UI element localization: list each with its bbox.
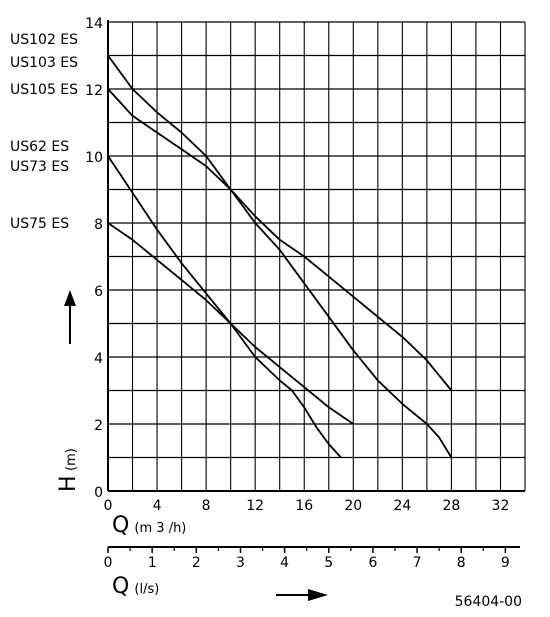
up-arrow-head [64, 290, 76, 306]
x2-tick-label: 1 [148, 555, 157, 571]
x2-tick-label: 7 [413, 555, 422, 571]
legend-label: US73 ES [10, 159, 69, 175]
x-tick-label: 28 [442, 498, 460, 514]
x-tick-label: 16 [295, 498, 313, 514]
x-axis-title-main: Q [112, 513, 129, 538]
legend-label: US102 ES [10, 32, 78, 48]
curve-layer [107, 54, 453, 459]
x2-tick-label: 3 [236, 555, 245, 571]
x2-axis-title: Q (l/s) [112, 574, 159, 599]
performance-curve-2 [107, 88, 453, 392]
performance-curve-3 [107, 155, 342, 459]
x-axis-title-unit: (m 3 /h) [134, 521, 186, 536]
x2-tick-label: 5 [324, 555, 333, 571]
x2-axis-title-unit: (l/s) [134, 582, 159, 597]
y-tick-label: 8 [94, 217, 103, 233]
x2-axis-title-main: Q [112, 574, 129, 599]
x-tick-label: 4 [153, 498, 162, 514]
x2-tick-label: 0 [104, 555, 113, 571]
legend-label: US103 ES [10, 55, 78, 71]
performance-curve-1 [107, 54, 453, 458]
x-tick-label: 12 [246, 498, 264, 514]
y-axis-title-unit: (m) [64, 448, 79, 471]
y-tick-label: 10 [85, 150, 103, 166]
right-arrow-head [308, 589, 328, 601]
legend-label: US62 ES [10, 139, 69, 155]
x2-tick-label: 4 [280, 555, 289, 571]
y-tick-label: 14 [85, 16, 103, 32]
x-tick-label: 0 [104, 498, 113, 514]
y-tick-label: 4 [94, 351, 103, 367]
performance-curve-4 [107, 222, 354, 425]
x-tick-label: 24 [393, 498, 411, 514]
x-tick-label: 20 [344, 498, 362, 514]
y-tick-label: 2 [94, 418, 103, 434]
y-tick-label: 6 [94, 284, 103, 300]
y-axis-title: H (m) [56, 448, 81, 492]
x2-tick-label: 8 [457, 555, 466, 571]
figure-code: 56404-00 [455, 594, 522, 610]
legend-label: US75 ES [10, 216, 69, 232]
x2-tick-label: 6 [368, 555, 377, 571]
grid-layer [107, 21, 526, 492]
x-axis-title: Q (m 3 /h) [112, 513, 186, 538]
x-tick-label: 8 [202, 498, 211, 514]
y-tick-label: 12 [85, 83, 103, 99]
y-tick-label: 0 [94, 485, 103, 501]
axis-layer [64, 20, 525, 601]
x2-tick-label: 2 [192, 555, 201, 571]
x-tick-label: 32 [492, 498, 510, 514]
y-axis-title-main: H [56, 475, 81, 492]
x2-tick-label: 9 [501, 555, 510, 571]
legend-label: US105 ES [10, 82, 78, 98]
